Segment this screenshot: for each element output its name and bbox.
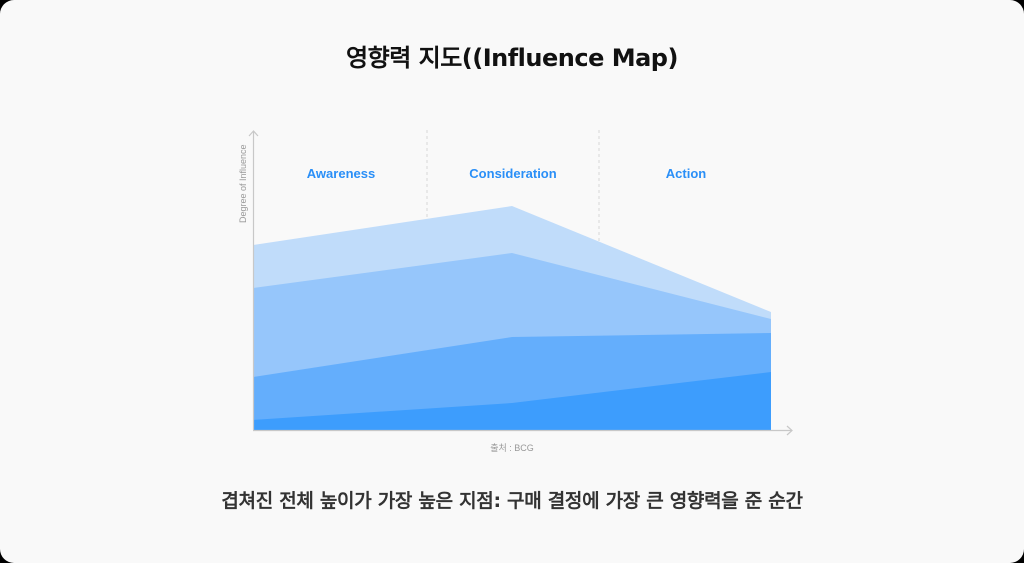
chart-caption: 겹쳐진 전체 높이가 가장 높은 지점: 구매 결정에 가장 큰 영향력을 준 … — [221, 490, 803, 512]
source-note: 출처 : BCG — [490, 443, 534, 453]
y-axis-label: Degree of Influence — [238, 144, 248, 223]
phase-label-action: Action — [665, 166, 707, 181]
phase-label-consideration: Consideration — [469, 166, 557, 181]
area-layer-4 — [253, 372, 771, 430]
y-axis-arrow-icon — [248, 130, 259, 137]
phase-label-awareness: Awareness — [306, 166, 376, 181]
chart-title: 영향력 지도((Influence Map) — [346, 44, 678, 72]
x-axis-arrow-icon — [786, 425, 793, 436]
